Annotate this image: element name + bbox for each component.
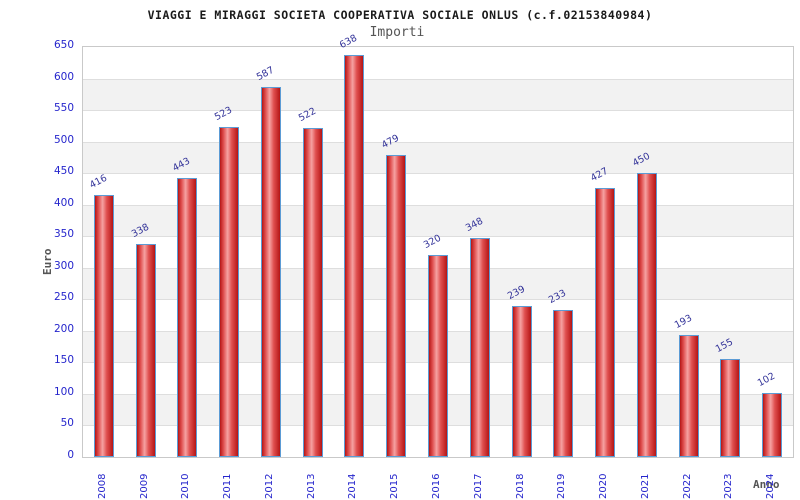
bar-2020 xyxy=(595,187,616,457)
bar-2018 xyxy=(511,306,532,457)
x-tick-label: 2022 xyxy=(681,473,693,499)
bar-2023 xyxy=(720,359,741,457)
chart-subtitle: Importi xyxy=(369,25,425,40)
y-tick-label: 600 xyxy=(53,70,74,83)
gridline xyxy=(83,236,793,238)
background-band xyxy=(83,204,793,237)
gridline xyxy=(83,141,793,143)
bar-2009 xyxy=(135,243,156,457)
background-band xyxy=(83,110,793,142)
bar-2019 xyxy=(553,310,574,457)
y-tick-label: 200 xyxy=(53,322,74,335)
y-tick-label: 550 xyxy=(53,102,74,115)
x-tick-label: 2014 xyxy=(347,473,359,499)
y-tick-label: 450 xyxy=(53,165,74,178)
bar-2014 xyxy=(344,54,365,457)
x-tick-label: 2016 xyxy=(431,473,442,499)
y-tick-label: 500 xyxy=(53,133,74,146)
gridline xyxy=(83,110,793,112)
gridline xyxy=(83,204,793,206)
x-tick-label: 2011 xyxy=(222,473,234,499)
x-tick-label: 2019 xyxy=(556,473,568,499)
x-tick-label: 2009 xyxy=(138,473,150,499)
y-tick-label: 100 xyxy=(53,385,74,398)
x-tick-label: 2021 xyxy=(639,473,651,499)
y-tick-label: 250 xyxy=(53,291,74,304)
background-band xyxy=(83,173,793,205)
x-tick-label: 2020 xyxy=(598,473,610,499)
bar-2008 xyxy=(93,194,114,457)
y-tick-label: 300 xyxy=(53,259,74,272)
y-tick-label: 400 xyxy=(53,196,74,209)
x-tick-label: 2015 xyxy=(389,473,401,499)
bar-2022 xyxy=(678,335,699,457)
y-tick-label: 50 xyxy=(60,417,74,430)
bar-2021 xyxy=(636,173,657,457)
y-tick-label: 350 xyxy=(53,228,74,241)
x-tick-label: 2018 xyxy=(514,473,526,499)
x-axis-title: Anno xyxy=(753,478,780,491)
bar-2016 xyxy=(428,255,448,457)
x-tick-label: 2008 xyxy=(96,473,108,499)
plot-area: 416 338 443 523 587 522 638 479 320 348 239 233 427 4… xyxy=(82,32,794,458)
x-tick-label: 2023 xyxy=(723,473,735,499)
y-tick-label: 650 xyxy=(53,39,74,51)
background-band xyxy=(83,47,793,79)
x-tick-label: 2012 xyxy=(263,473,275,499)
bar-2024 xyxy=(762,392,783,457)
bar-2012 xyxy=(260,86,281,457)
bar-2015 xyxy=(386,154,407,457)
chart-title: VIAGGI E MIRAGGI SOCIETA COOPERATIVA SOC… xyxy=(147,8,653,22)
bar-2011 xyxy=(219,127,240,457)
bar-2013 xyxy=(302,127,323,457)
y-tick-label: 150 xyxy=(53,354,74,367)
y-tick-label: 0 xyxy=(67,449,74,461)
x-tick-label: 2024 xyxy=(765,473,777,499)
x-tick-label: 2013 xyxy=(305,473,317,499)
bar-2017 xyxy=(469,237,490,457)
background-band xyxy=(83,141,793,174)
background-band xyxy=(83,78,793,111)
x-tick-label: 2010 xyxy=(180,473,192,499)
gridline xyxy=(83,173,793,175)
gridline xyxy=(83,78,793,80)
bar-2010 xyxy=(177,177,198,457)
x-tick-label: 2017 xyxy=(472,473,484,499)
